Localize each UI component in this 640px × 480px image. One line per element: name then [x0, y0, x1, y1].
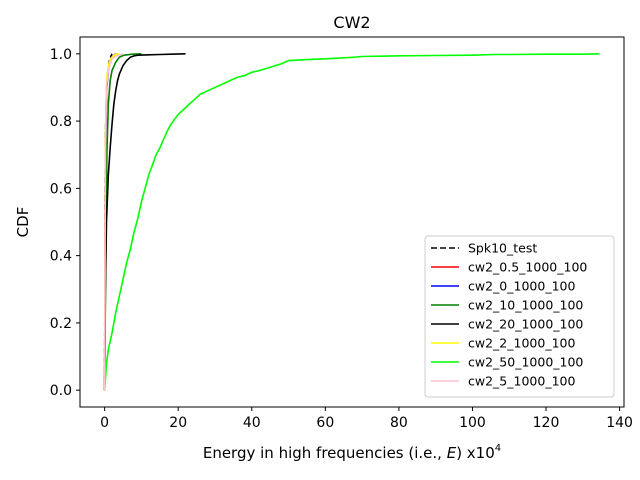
- y-tick-label: 0.6: [50, 181, 72, 197]
- y-axis-label: CDF: [14, 207, 32, 238]
- axis-ticks: 0 20 40 60 80 100 120 140 0.0 0.2 0.4 0.6 0.8 1.0: [50, 47, 633, 431]
- legend-label: cw2_20_1000_100: [468, 317, 583, 332]
- x-label-exponent: 4: [495, 443, 501, 454]
- axes-frame: [79, 36, 625, 408]
- x-axis-label: Energy in high frequencies (i.e., E) x10…: [203, 443, 501, 462]
- y-tick-label: 0.0: [50, 383, 72, 399]
- series-line-cw2_5_1000_100: [103, 53, 124, 391]
- plot-area: [103, 53, 600, 391]
- x-tick-label: 20: [169, 415, 187, 431]
- series-line-cw2_10_1000_100: [103, 53, 142, 391]
- x-label-prefix: Energy in high frequencies (i.e.,: [203, 444, 447, 462]
- x-tick-label: 140: [606, 415, 633, 431]
- chart-title: CW2: [333, 13, 370, 32]
- x-tick-label: 60: [316, 415, 334, 431]
- legend-label: Spk10_test: [468, 241, 537, 256]
- legend-label: cw2_0.5_1000_100: [468, 260, 587, 275]
- x-tick-label: 0: [100, 415, 109, 431]
- legend-label: cw2_0_1000_100: [468, 279, 575, 294]
- legend-label: cw2_10_1000_100: [468, 298, 583, 313]
- y-tick-label: 0.8: [50, 114, 72, 130]
- legend: Spk10_test cw2_0.5_1000_100 cw2_0_1000_100…: [424, 235, 615, 398]
- legend-label: cw2_50_1000_100: [468, 355, 583, 370]
- x-tick-label: 80: [390, 415, 408, 431]
- legend-box: [424, 235, 615, 398]
- x-label-italic: E: [447, 444, 457, 462]
- legend-label: cw2_5_1000_100: [468, 374, 575, 389]
- y-tick-label: 0.4: [50, 249, 72, 265]
- x-label-suffix: ) x10: [456, 444, 495, 462]
- legend-label: cw2_2_1000_100: [468, 336, 575, 351]
- y-tick-label: 1.0: [50, 47, 72, 63]
- series-line-cw2_20_1000_100: [103, 53, 186, 391]
- x-tick-label: 120: [533, 415, 560, 431]
- y-tick-label: 0.2: [50, 316, 72, 332]
- x-tick-label: 40: [243, 415, 261, 431]
- x-tick-label: 100: [459, 415, 486, 431]
- series-line-cw2_50_1000_100: [103, 53, 600, 391]
